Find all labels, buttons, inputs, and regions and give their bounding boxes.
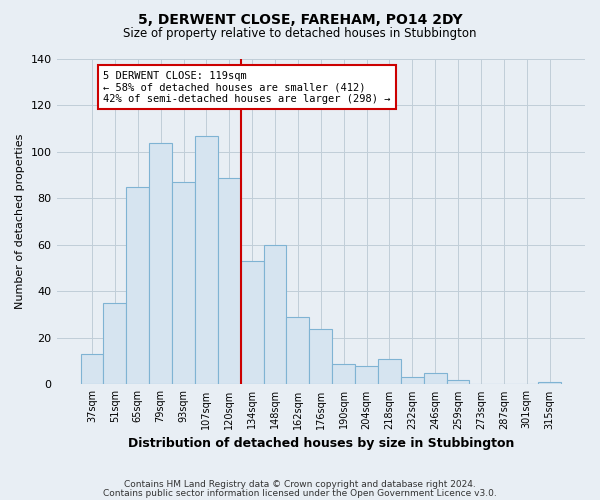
Bar bbox=[355, 366, 378, 384]
Bar bbox=[310, 328, 332, 384]
Bar bbox=[127, 187, 149, 384]
Bar bbox=[80, 354, 103, 384]
Bar bbox=[195, 136, 218, 384]
Bar bbox=[149, 142, 172, 384]
Bar bbox=[401, 378, 424, 384]
Text: 5, DERWENT CLOSE, FAREHAM, PO14 2DY: 5, DERWENT CLOSE, FAREHAM, PO14 2DY bbox=[137, 12, 463, 26]
Bar bbox=[286, 317, 310, 384]
Text: Size of property relative to detached houses in Stubbington: Size of property relative to detached ho… bbox=[123, 28, 477, 40]
Y-axis label: Number of detached properties: Number of detached properties bbox=[15, 134, 25, 310]
Bar bbox=[103, 303, 127, 384]
Text: 5 DERWENT CLOSE: 119sqm
← 58% of detached houses are smaller (412)
42% of semi-d: 5 DERWENT CLOSE: 119sqm ← 58% of detache… bbox=[103, 70, 391, 104]
Bar bbox=[446, 380, 469, 384]
Bar bbox=[424, 373, 446, 384]
Bar bbox=[218, 178, 241, 384]
Bar bbox=[332, 364, 355, 384]
Bar bbox=[378, 359, 401, 384]
Bar bbox=[263, 245, 286, 384]
Bar bbox=[538, 382, 561, 384]
Text: Contains HM Land Registry data © Crown copyright and database right 2024.: Contains HM Land Registry data © Crown c… bbox=[124, 480, 476, 489]
X-axis label: Distribution of detached houses by size in Stubbington: Distribution of detached houses by size … bbox=[128, 437, 514, 450]
Bar bbox=[241, 261, 263, 384]
Text: Contains public sector information licensed under the Open Government Licence v3: Contains public sector information licen… bbox=[103, 488, 497, 498]
Bar bbox=[172, 182, 195, 384]
